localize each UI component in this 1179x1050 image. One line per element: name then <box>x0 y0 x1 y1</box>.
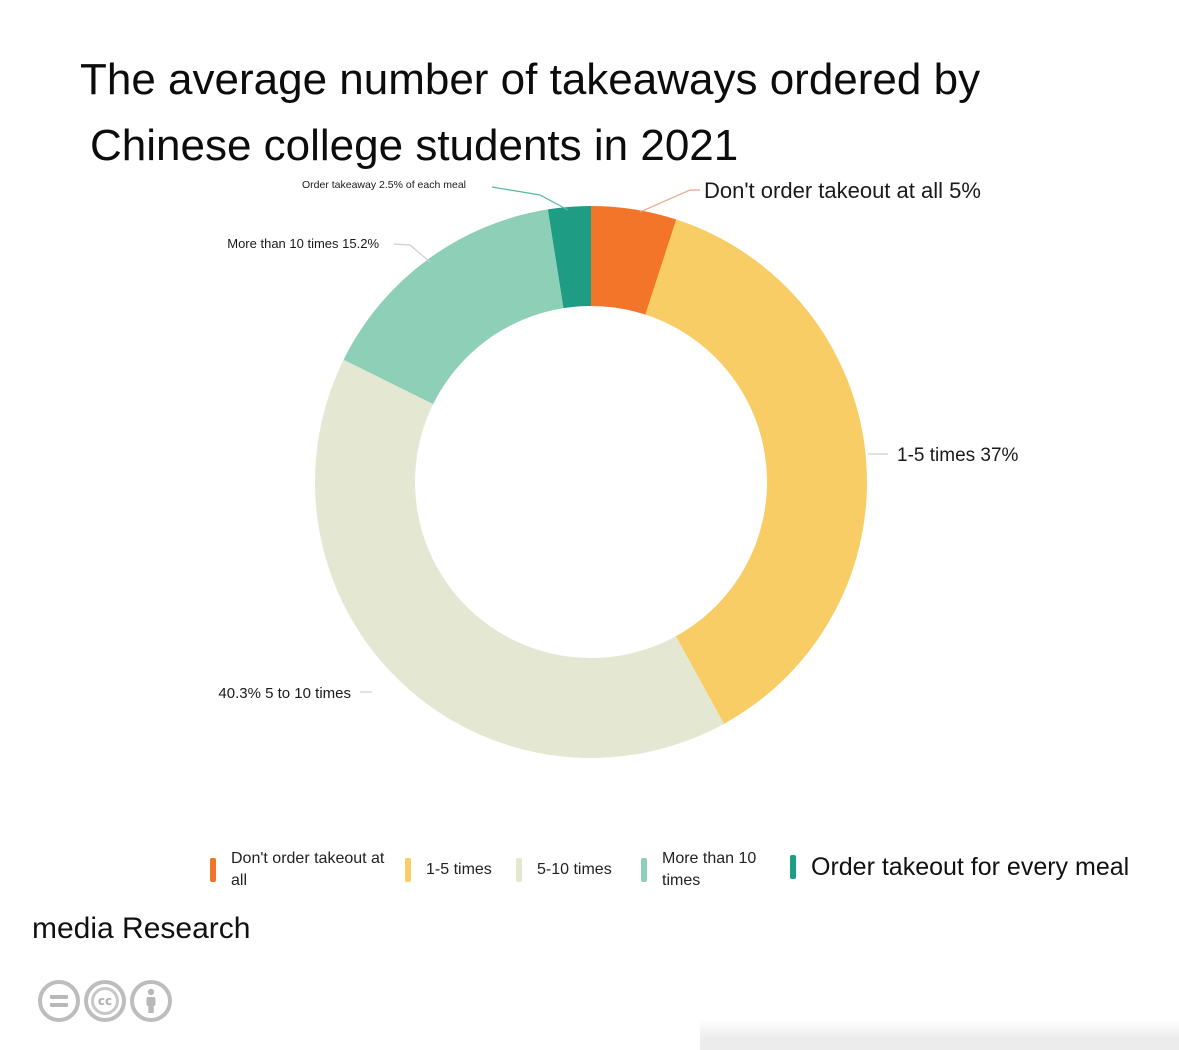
legend-swatch-five-ten <box>516 858 522 882</box>
legend-item-more-ten: More than 10 times <box>641 848 761 892</box>
legend-item-every-meal: Order takeout for every meal <box>790 852 1129 882</box>
slice-label-every-meal: Order takeaway 2.5% of each meal <box>302 179 466 191</box>
legend-item-none: Don't order takeout at all <box>210 848 385 892</box>
chart-legend: Don't order takeout at all 1-5 times 5-1… <box>0 848 1179 898</box>
source-credit: media Research <box>32 912 251 945</box>
chart-title-line1: The average number of takeaways ordered … <box>80 55 981 105</box>
legend-swatch-more-ten <box>641 858 647 882</box>
legend-label-more-ten: More than 10 times <box>662 850 757 889</box>
slice-every-meal <box>547 206 591 309</box>
legend-swatch-every-meal <box>790 855 796 879</box>
slice-label-none: Don't order takeout at all 5% <box>704 178 981 203</box>
legend-swatch-one-five <box>405 858 411 882</box>
legend-label-five-ten: 5-10 times <box>537 861 612 878</box>
slice-more-ten <box>343 209 564 405</box>
donut-chart: Don't order takeout at all 5% 1-5 times 3… <box>218 178 1019 758</box>
slice-label-one-five: 1-5 times 37% <box>897 445 1019 466</box>
slice-label-more-ten: More than 10 times 15.2% <box>227 236 379 251</box>
leader-line-none <box>639 189 700 213</box>
slice-label-five-ten: 40.3% 5 to 10 times <box>218 685 351 702</box>
legend-swatch-none <box>210 858 216 882</box>
no-derivatives-icon <box>38 980 80 1022</box>
creative-commons-icon: cc <box>84 980 126 1022</box>
legend-label-every-meal: Order takeout for every meal <box>811 853 1130 881</box>
slice-one-five <box>645 219 868 724</box>
leader-line-every-meal <box>491 186 569 211</box>
attribution-icon <box>130 980 172 1022</box>
legend-item-one-five: 1-5 times <box>405 858 492 882</box>
background-shadow <box>700 1020 1179 1050</box>
legend-label-one-five: 1-5 times <box>426 861 492 878</box>
slice-five-ten <box>315 359 724 758</box>
license-badges: cc <box>38 980 172 1022</box>
slice-none <box>591 206 677 315</box>
creative-commons-glyph: cc <box>91 987 119 1015</box>
legend-item-five-ten: 5-10 times <box>516 858 612 882</box>
chart-title-line2: Chinese college students in 2021 <box>90 121 739 171</box>
legend-label-none: Don't order takeout at all <box>231 850 385 889</box>
leader-line-more-ten <box>393 243 431 263</box>
chart-title: The average number of takeaways ordered … <box>80 47 1140 179</box>
